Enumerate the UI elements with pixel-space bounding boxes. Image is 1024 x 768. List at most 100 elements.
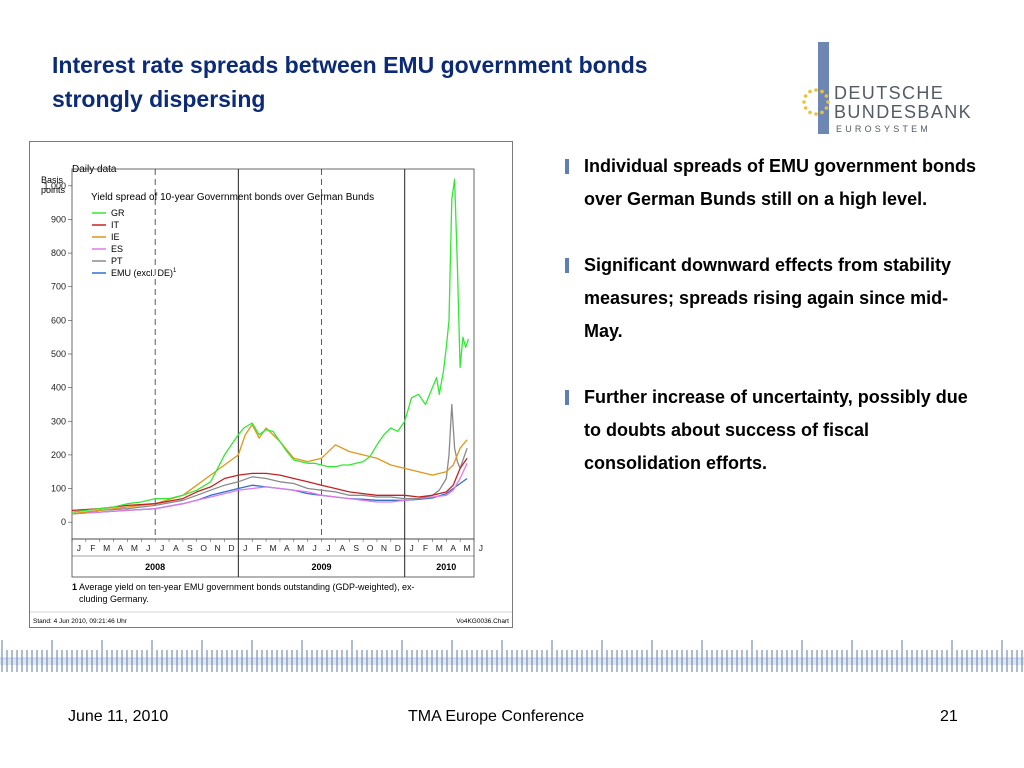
footer-date: June 11, 2010: [68, 708, 169, 725]
legend-footnote-ref: 1: [173, 268, 177, 274]
x-tick-label: D: [395, 543, 401, 553]
legend-label: IT: [111, 220, 120, 230]
bullet-text: Individual spreads of EMU government bon…: [584, 156, 977, 209]
footnote-number: 1: [72, 582, 77, 592]
logo-bar: [818, 42, 829, 134]
logo-name: DEUTSCHE BUNDESBANK: [834, 84, 972, 122]
x-tick-label: O: [367, 543, 374, 553]
bullet-mark: [565, 258, 569, 273]
x-axis-band: [71, 538, 475, 578]
x-tick-label: M: [269, 543, 276, 553]
y-tick-label: 800: [51, 248, 66, 258]
y-tick-label: 400: [51, 383, 66, 393]
y-tick-label: 200: [51, 450, 66, 460]
x-year-label: 2010: [436, 562, 456, 572]
x-year-label: 2008: [145, 562, 165, 572]
y-tick-label: 300: [51, 416, 66, 426]
x-tick-label: J: [409, 543, 413, 553]
x-tick-label: F: [90, 543, 95, 553]
decorative-ruler: [0, 640, 1024, 672]
bundesbank-logo: DEUTSCHE BUNDESBANK EUROSYSTEM: [800, 42, 1010, 134]
legend-label: IE: [111, 232, 120, 242]
x-tick-label: J: [243, 543, 247, 553]
y-tick-label: 900: [51, 214, 66, 224]
x-tick-label: M: [464, 543, 471, 553]
footnote-text-1: Average yield on ten-year EMU government…: [79, 582, 415, 592]
x-tick-label: F: [257, 543, 262, 553]
x-tick-label: J: [160, 543, 164, 553]
series-line-gr: [71, 178, 470, 513]
legend-label: ES: [111, 244, 123, 254]
y-tick-label: 600: [51, 315, 66, 325]
x-tick-label: A: [284, 543, 290, 553]
eu-star: [814, 88, 818, 92]
spread-chart: Daily data Basis points 0 100 200 300 400 500…: [30, 164, 512, 625]
eu-stars-icon: [802, 88, 830, 116]
plot-frame: [71, 168, 475, 578]
x-tick-label: S: [187, 543, 193, 553]
series-line-it: [71, 457, 468, 512]
x-tick-label: A: [339, 543, 345, 553]
chart-title: Yield spread of 10-year Government bonds…: [91, 192, 374, 203]
x-tick-label: M: [297, 543, 304, 553]
eu-star: [824, 94, 829, 98]
series-line-ie: [71, 423, 468, 515]
bullet-item: Further increase of uncertainty, possibl…: [564, 381, 984, 480]
footnote-line1: 1 Average yield on ten-year EMU governme…: [72, 582, 415, 592]
x-tick-label: D: [228, 543, 234, 553]
x-tick-label: J: [77, 543, 81, 553]
series-line-es: [71, 463, 468, 515]
y-axis-label-line1: Basis: [41, 175, 64, 185]
y-tick-label: 500: [51, 349, 66, 359]
chart-header: Daily data: [72, 164, 117, 175]
bullet-mark: [565, 159, 569, 174]
x-year-label: 2009: [312, 562, 332, 572]
logo-line1: DEUTSCHE: [834, 83, 945, 103]
eu-star: [802, 100, 806, 104]
eu-star: [808, 110, 812, 115]
series-line-pt: [71, 403, 468, 515]
eu-star: [803, 106, 808, 110]
logo-eurosystem: EUROSYSTEM: [836, 124, 932, 134]
footnote-text-2: cluding Germany.: [79, 594, 149, 604]
x-tick-label: F: [423, 543, 428, 553]
x-tick-label: J: [312, 543, 316, 553]
y-tick-label: 0: [61, 517, 66, 527]
y-axis-label-line2: points: [41, 185, 66, 195]
x-tick-label: M: [103, 543, 110, 553]
plot-border: [71, 168, 475, 540]
x-tick-label: A: [118, 543, 124, 553]
x-tick-label: N: [214, 543, 220, 553]
footer-conference: TMA Europe Conference: [408, 708, 585, 725]
eu-star: [803, 94, 808, 98]
slide-title: Interest rate spreads between EMU govern…: [52, 48, 792, 116]
chart-legend: GR IT IE ES PT EMU (excl. DE)1: [92, 208, 177, 278]
y-tick-label: 100: [51, 484, 66, 494]
x-tick-label: J: [479, 543, 483, 553]
x-tick-label: A: [450, 543, 456, 553]
slide-title-line2: strongly dispersing: [52, 86, 266, 112]
bullet-list: Individual spreads of EMU government bon…: [564, 150, 984, 513]
x-tick-label: J: [146, 543, 150, 553]
x-tick-label: S: [353, 543, 359, 553]
x-tick-label: A: [173, 543, 179, 553]
legend-label: EMU (excl. DE)1: [111, 268, 177, 278]
footer-page-number: 21: [940, 708, 958, 725]
y-axis: 0 100 200 300 400 500 600 700 800 900 1,000: [43, 181, 72, 527]
x-tick-label: O: [200, 543, 207, 553]
eu-star: [824, 106, 829, 110]
chart-id: Vo4KG0036.Chart: [456, 618, 509, 625]
eu-star: [814, 112, 818, 116]
legend-label: PT: [111, 256, 123, 266]
x-tick-label: J: [326, 543, 330, 553]
y-tick-label: 1,000: [43, 181, 66, 191]
bullet-mark: [565, 390, 569, 405]
x-tick-label: N: [381, 543, 387, 553]
logo-line2: BUNDESBANK: [834, 102, 973, 122]
eu-star: [820, 110, 824, 115]
chart-stand: Stand: 4 Jun 2010, 09:21:46 Uhr: [33, 618, 128, 625]
bullet-text: Further increase of uncertainty, possibl…: [584, 387, 968, 473]
bullet-item: Individual spreads of EMU government bon…: [564, 150, 984, 216]
eu-star: [808, 89, 812, 94]
chart-panel: Daily data Basis points 0 100 200 300 400 500…: [29, 141, 513, 628]
